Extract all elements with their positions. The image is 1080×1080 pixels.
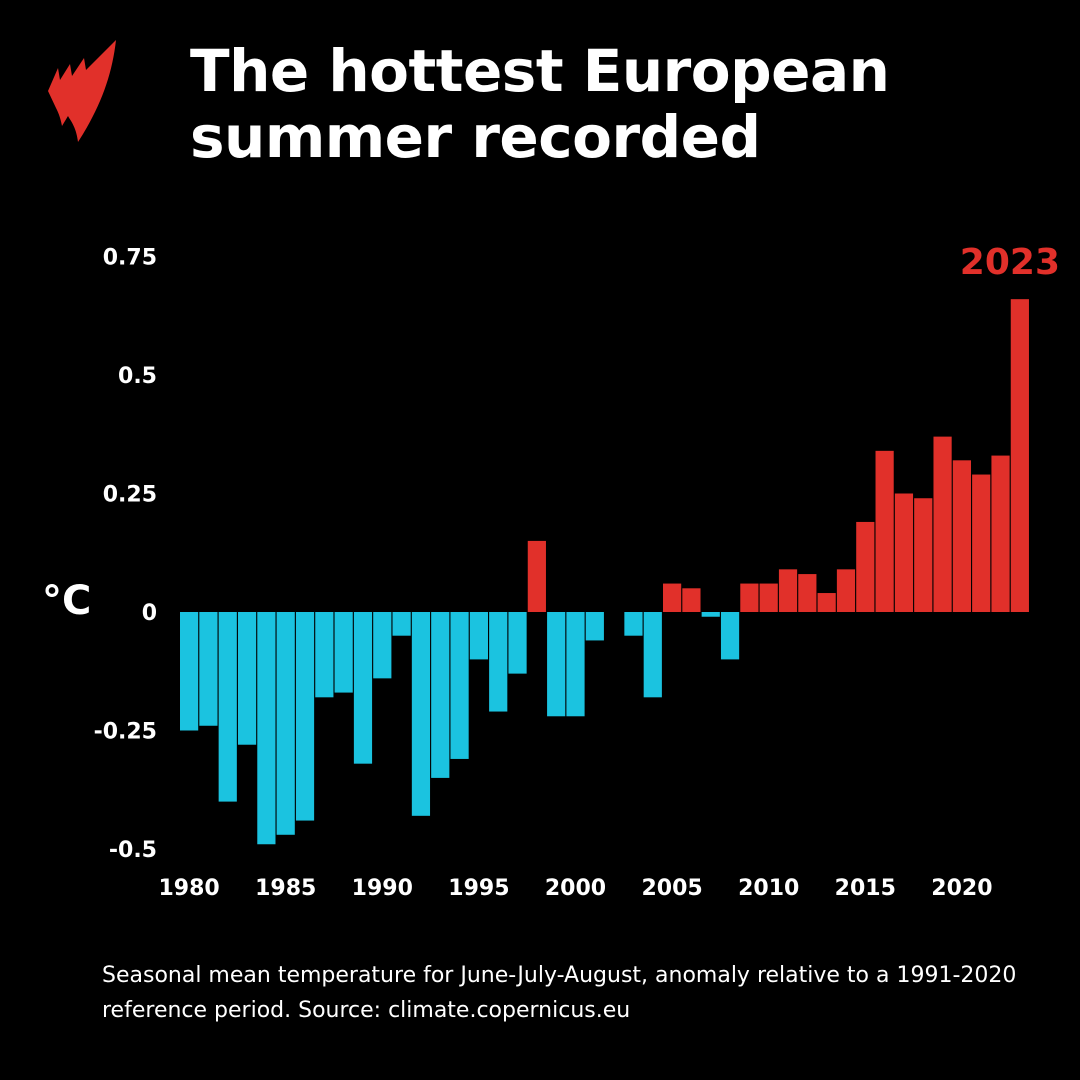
x-tick-label: 2020	[931, 876, 992, 901]
bar-2011	[778, 569, 798, 612]
bar-1999	[547, 612, 566, 717]
x-tick-label: 1990	[352, 876, 413, 901]
bar-1984	[257, 612, 276, 845]
bar-1993	[431, 612, 450, 778]
bar-1997	[508, 612, 527, 674]
caption: Seasonal mean temperature for June-July-…	[102, 963, 1017, 1023]
bar-2023	[1010, 299, 1029, 612]
bar-2012	[798, 574, 817, 612]
bar-1983	[237, 612, 257, 745]
bar-2014	[836, 569, 856, 612]
bar-2021	[972, 474, 991, 612]
bar-2007	[701, 612, 720, 617]
bar-1994	[450, 612, 469, 759]
bar-1986	[295, 612, 315, 821]
bar-1995	[469, 612, 488, 660]
bar-2000	[566, 612, 585, 717]
bar-1988	[334, 612, 353, 693]
x-tick-label: 1995	[448, 876, 509, 901]
y-tick-label: 0.75	[103, 246, 157, 271]
y-tick-label: -0.5	[109, 838, 157, 863]
bar-2005	[663, 583, 682, 612]
bar-1991	[392, 612, 411, 636]
y-tick-label: 0.5	[118, 364, 157, 389]
x-tick-label: 2000	[545, 876, 606, 901]
x-tick-label: 2010	[738, 876, 799, 901]
sbs-logo-icon	[48, 40, 116, 142]
bar-2020	[952, 460, 971, 612]
bar-2010	[759, 583, 778, 612]
y-axis-label: °C	[42, 578, 91, 624]
bar-1981	[199, 612, 218, 726]
bar-1987	[315, 612, 334, 698]
bar-2009	[740, 583, 759, 612]
x-tick-label: 2015	[835, 876, 896, 901]
bar-1992	[411, 612, 431, 816]
bar-1980	[180, 612, 199, 731]
bar-2019	[933, 436, 952, 612]
annotation-2023: 2023	[960, 242, 1060, 283]
x-tick-label: 2005	[641, 876, 702, 901]
bar-2022	[991, 455, 1010, 612]
bar-1998	[527, 540, 546, 612]
y-tick-label: 0.25	[103, 483, 157, 508]
bar-1985	[276, 612, 295, 835]
bar-2016	[875, 450, 894, 612]
bar-2008	[720, 612, 740, 660]
bar-2015	[856, 521, 875, 612]
x-tick-label: 1985	[255, 876, 316, 901]
bar-2001	[585, 612, 604, 641]
chart-title: The hottest European summer recorded	[190, 37, 890, 171]
bar-1990	[373, 612, 392, 679]
bar-1996	[489, 612, 508, 712]
bar-2017	[894, 493, 914, 612]
bar-2013	[817, 593, 836, 612]
bar-2018	[914, 498, 933, 612]
y-tick-label: -0.25	[94, 720, 157, 745]
bar-chart: 0.75 0.5 0.25 0 -0.25 -0.5 1980 1985 1990 1995 20…	[42, 242, 1060, 901]
bar-1989	[353, 612, 373, 764]
bar-1982	[218, 612, 237, 802]
bar-2006	[682, 588, 701, 612]
bar-2003	[624, 612, 643, 636]
x-tick-label: 1980	[158, 876, 219, 901]
y-tick-label: 0	[142, 601, 157, 626]
bar-2004	[643, 612, 662, 698]
